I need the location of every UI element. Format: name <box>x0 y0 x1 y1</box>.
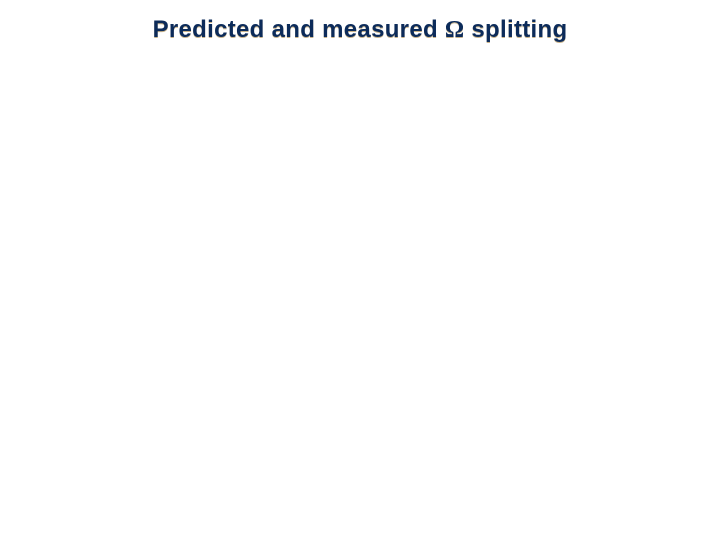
page-title: Predicted and measured Ω splitting Predi… <box>0 16 720 45</box>
title-post: splitting <box>464 16 567 43</box>
title-pre: Predicted and measured <box>153 16 445 43</box>
title-text: Predicted and measured Ω splitting <box>153 16 568 43</box>
slide: Predicted and measured Ω splitting Predi… <box>0 0 720 540</box>
omega-symbol: Ω <box>445 17 465 43</box>
